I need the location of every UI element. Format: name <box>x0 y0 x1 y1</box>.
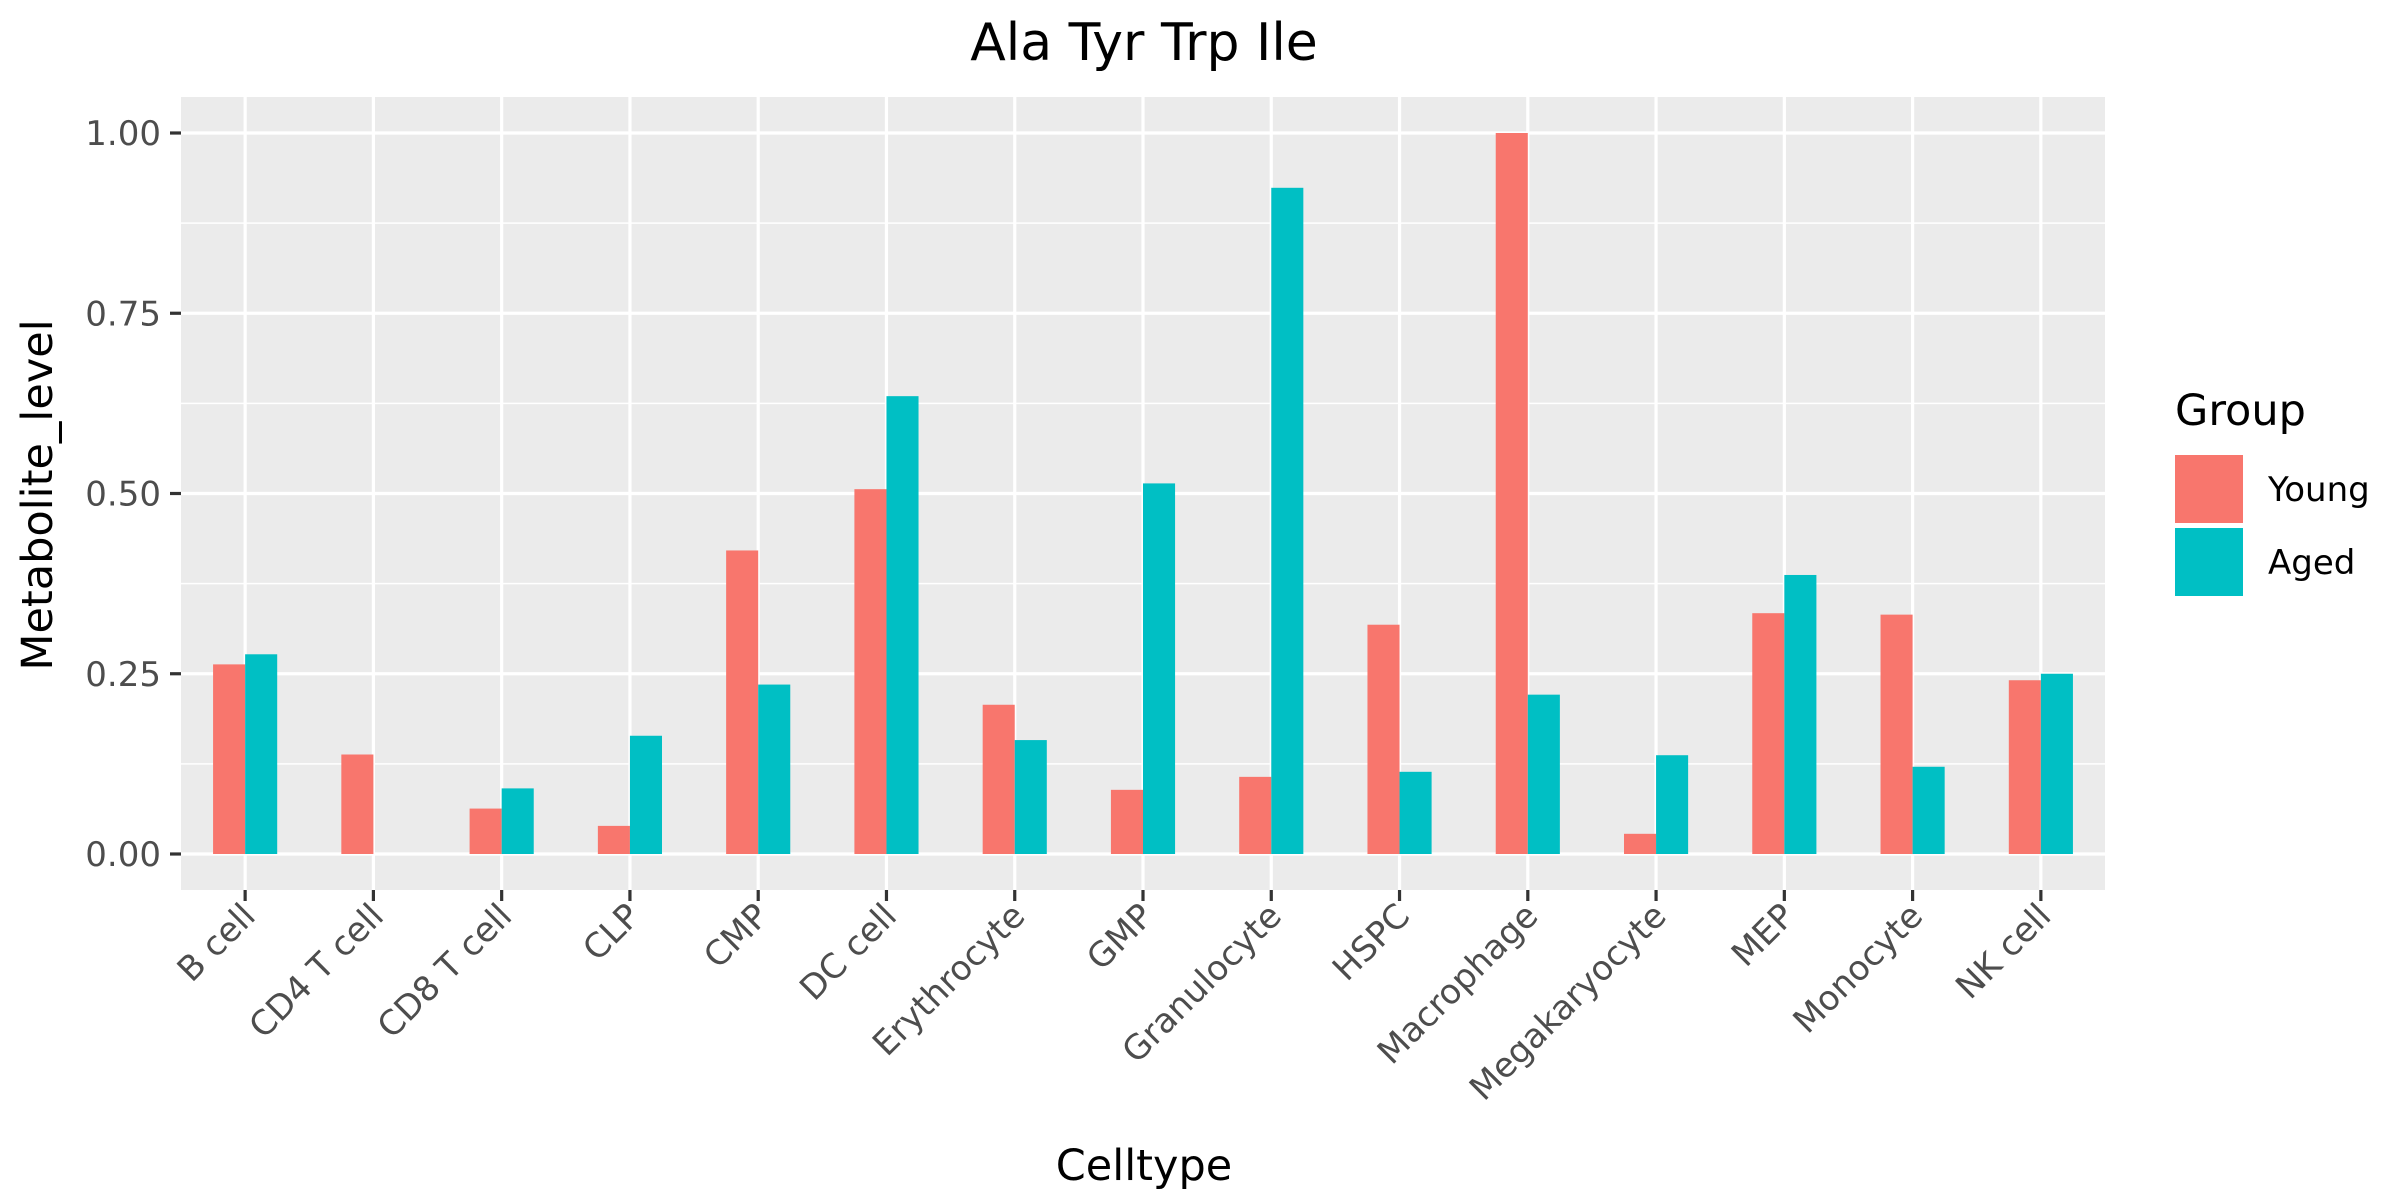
x-tick-label: CD8 T cell <box>370 896 520 1046</box>
bar-aged-granulocyte <box>1271 187 1304 854</box>
legend-key-young <box>2175 455 2243 523</box>
bar-young-cd8-t-cell <box>469 808 502 854</box>
bar-aged-cmp <box>758 684 791 854</box>
bar-aged-gmp <box>1143 483 1176 854</box>
bar-aged-megakaryocyte <box>1656 755 1689 854</box>
bar-aged-nk-cell <box>2040 673 2073 854</box>
legend: Group Young Aged <box>2175 386 2370 596</box>
bar-aged-mep <box>1784 574 1817 854</box>
bar-young-b-cell <box>213 664 246 854</box>
bar-aged-macrophage <box>1527 694 1560 854</box>
bar-aged-b-cell <box>245 654 278 854</box>
x-tick-label: MEP <box>1724 896 1803 975</box>
y-tick-label: 0.50 <box>85 475 161 515</box>
bar-young-mep <box>1752 613 1785 854</box>
legend-title: Group <box>2175 386 2306 436</box>
bar-young-cd4-t-cell <box>341 754 374 854</box>
bar-aged-dc-cell <box>886 396 919 854</box>
legend-key-aged <box>2175 528 2243 596</box>
bar-young-erythrocyte <box>982 704 1015 854</box>
x-tick-label: CMP <box>696 896 776 976</box>
y-axis: 0.00 0.25 0.50 0.75 1.00 <box>85 114 181 875</box>
bar-young-nk-cell <box>2008 680 2041 854</box>
x-tick-label: NK cell <box>1948 896 2059 1007</box>
x-tick-label: Monocyte <box>1786 896 1931 1041</box>
bar-aged-erythrocyte <box>1014 740 1047 854</box>
bar-young-clp <box>597 825 630 854</box>
x-tick-label: CD4 T cell <box>242 896 392 1046</box>
bar-young-granulocyte <box>1239 776 1272 854</box>
y-tick-label: 1.00 <box>85 114 161 154</box>
legend-label-aged: Aged <box>2268 543 2355 583</box>
bar-aged-hspc <box>1399 771 1432 854</box>
y-tick-label: 0.75 <box>85 294 161 334</box>
chart-title: Ala Tyr Trp Ile <box>970 13 1318 73</box>
x-tick-label: CLP <box>575 896 648 969</box>
y-axis-title: Metabolite_level <box>13 319 63 670</box>
bar-aged-cd8-t-cell <box>501 788 534 854</box>
bar-young-hspc <box>1367 624 1400 854</box>
legend-label-young: Young <box>2267 470 2370 510</box>
x-tick-label: DC cell <box>792 896 905 1009</box>
bar-aged-clp <box>629 735 662 854</box>
bar-young-gmp <box>1110 789 1143 854</box>
x-tick-label: HSPC <box>1325 896 1418 989</box>
x-axis-title: Celltype <box>1056 1141 1232 1191</box>
bar-young-monocyte <box>1880 614 1913 854</box>
bar-aged-monocyte <box>1912 766 1945 854</box>
bars <box>213 133 2073 854</box>
bar-young-macrophage <box>1495 133 1528 854</box>
bar-young-megakaryocyte <box>1624 833 1657 854</box>
y-tick-label: 0.00 <box>85 835 161 875</box>
x-tick-label: B cell <box>170 896 264 990</box>
x-tick-label: GMP <box>1079 896 1161 978</box>
y-tick-label: 0.25 <box>85 655 161 695</box>
bar-young-dc-cell <box>854 489 887 854</box>
bar-young-cmp <box>726 550 759 854</box>
